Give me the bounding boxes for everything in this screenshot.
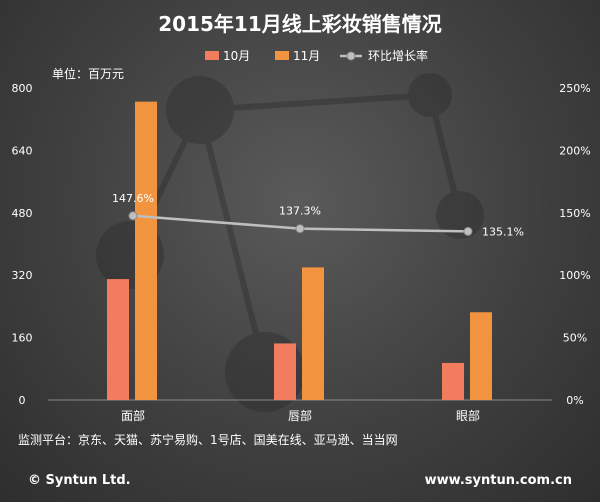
left-tick-label: 480 [12, 207, 33, 220]
unit-label: 单位：百万元 [52, 66, 124, 81]
growth-data-label: 137.3% [279, 205, 321, 218]
right-axis: 0% 50% 100% 150% 200% 250% [559, 82, 590, 407]
legend-label-growth: 环比增长率 [368, 48, 428, 63]
right-tick-label: 250% [559, 82, 590, 95]
legend-marker-growth [346, 51, 356, 61]
left-tick-label: 160 [12, 332, 33, 345]
bar-nov-0 [135, 101, 157, 401]
right-tick-label: 100% [559, 269, 590, 282]
right-tick-label: 150% [559, 207, 590, 220]
category-label: 唇部 [288, 408, 312, 423]
growth-data-label: 135.1% [482, 225, 524, 238]
right-tick-label: 0% [566, 394, 583, 407]
category-labels: 面部 唇部 眼部 [121, 408, 480, 423]
bar-nov-1 [302, 267, 324, 400]
left-tick-label: 640 [12, 144, 33, 157]
legend-label-nov: 11月 [293, 49, 320, 63]
website: www.syntun.com.cn [425, 473, 572, 488]
bar-oct-1 [274, 343, 296, 400]
category-label: 眼部 [456, 408, 480, 423]
legend-swatch-oct [205, 51, 219, 60]
bar-oct-0 [107, 279, 129, 400]
bar-oct-2 [442, 362, 464, 400]
legend-label-oct: 10月 [223, 49, 250, 63]
bar-nov-2 [470, 312, 492, 400]
chart-title: 2015年11月线上彩妆销售情况 [158, 12, 442, 36]
bars [107, 101, 492, 401]
legend: 10月 11月 环比增长率 [205, 48, 428, 63]
left-tick-label: 0 [19, 394, 26, 407]
growth-point [128, 211, 138, 221]
left-tick-label: 800 [12, 82, 33, 95]
category-label: 面部 [121, 408, 145, 423]
right-tick-label: 200% [559, 144, 590, 157]
growth-data-label: 147.6% [112, 192, 154, 205]
left-axis: 0 160 320 480 640 800 [12, 82, 33, 407]
growth-line: 147.6% 137.3% 135.1% [112, 192, 524, 239]
right-tick-label: 50% [563, 332, 587, 345]
platforms-note: 监测平台：京东、天猫、苏宁易购、1号店、国美在线、亚马逊、当当网 [18, 432, 398, 447]
legend-swatch-nov [275, 51, 289, 60]
left-tick-label: 320 [12, 269, 33, 282]
growth-point [463, 226, 473, 236]
copyright: © Syntun Ltd. [28, 473, 131, 488]
growth-point [295, 224, 305, 234]
